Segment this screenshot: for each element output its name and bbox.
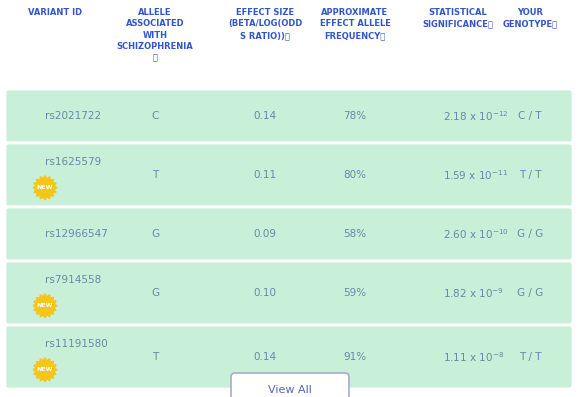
Text: View All: View All: [268, 385, 312, 395]
Text: rs7914558: rs7914558: [45, 275, 102, 285]
Text: 58%: 58%: [343, 229, 367, 239]
Text: 0.14: 0.14: [253, 352, 277, 362]
Text: VARIANT ID: VARIANT ID: [28, 8, 82, 17]
FancyBboxPatch shape: [5, 143, 573, 207]
Text: 1.11 x 10$^{-8}$: 1.11 x 10$^{-8}$: [443, 350, 505, 364]
Text: 0.14: 0.14: [253, 111, 277, 121]
Text: 78%: 78%: [343, 111, 367, 121]
Text: 91%: 91%: [343, 352, 367, 362]
Polygon shape: [33, 294, 57, 318]
Text: 59%: 59%: [343, 288, 367, 298]
Text: rs12966547: rs12966547: [45, 229, 108, 239]
Text: T: T: [152, 170, 158, 180]
Text: G: G: [151, 288, 159, 298]
FancyBboxPatch shape: [231, 373, 349, 397]
Text: rs1625579: rs1625579: [45, 157, 102, 167]
Text: 80%: 80%: [343, 170, 367, 180]
Polygon shape: [33, 176, 57, 200]
Text: C / T: C / T: [518, 111, 542, 121]
Text: YOUR
GENOTYPEⓘ: YOUR GENOTYPEⓘ: [502, 8, 557, 29]
Text: NEW: NEW: [37, 367, 53, 372]
Text: 2.18 x 10$^{-12}$: 2.18 x 10$^{-12}$: [443, 109, 509, 123]
Text: T / T: T / T: [519, 170, 541, 180]
Text: ALLELE
ASSOCIATED
WITH
SCHIZOPHRENIA
ⓘ: ALLELE ASSOCIATED WITH SCHIZOPHRENIA ⓘ: [117, 8, 193, 63]
Text: 2.60 x 10$^{-10}$: 2.60 x 10$^{-10}$: [443, 227, 509, 241]
Text: 1.59 x 10$^{-11}$: 1.59 x 10$^{-11}$: [443, 168, 508, 182]
Text: EFFECT SIZE
(BETA/LOG(ODD
S RATIO))ⓘ: EFFECT SIZE (BETA/LOG(ODD S RATIO))ⓘ: [228, 8, 302, 40]
Text: G / G: G / G: [517, 229, 543, 239]
Text: T / T: T / T: [519, 352, 541, 362]
Text: T: T: [152, 352, 158, 362]
Text: 1.82 x 10$^{-9}$: 1.82 x 10$^{-9}$: [443, 286, 504, 300]
Text: 0.09: 0.09: [253, 229, 277, 239]
Text: G: G: [151, 229, 159, 239]
Text: G / G: G / G: [517, 288, 543, 298]
FancyBboxPatch shape: [5, 261, 573, 325]
Text: NEW: NEW: [37, 303, 53, 308]
FancyBboxPatch shape: [5, 207, 573, 261]
Text: rs2021722: rs2021722: [45, 111, 101, 121]
Text: rs11191580: rs11191580: [45, 339, 108, 349]
FancyBboxPatch shape: [5, 325, 573, 389]
FancyBboxPatch shape: [5, 89, 573, 143]
Text: NEW: NEW: [37, 185, 53, 190]
Text: 0.10: 0.10: [253, 288, 277, 298]
Text: STATISTICAL
SIGNIFICANCEⓘ: STATISTICAL SIGNIFICANCEⓘ: [423, 8, 494, 29]
Text: 0.11: 0.11: [253, 170, 277, 180]
Polygon shape: [33, 358, 57, 382]
Text: APPROXIMATE
EFFECT ALLELE
FREQUENCYⓘ: APPROXIMATE EFFECT ALLELE FREQUENCYⓘ: [320, 8, 390, 40]
Text: C: C: [151, 111, 159, 121]
